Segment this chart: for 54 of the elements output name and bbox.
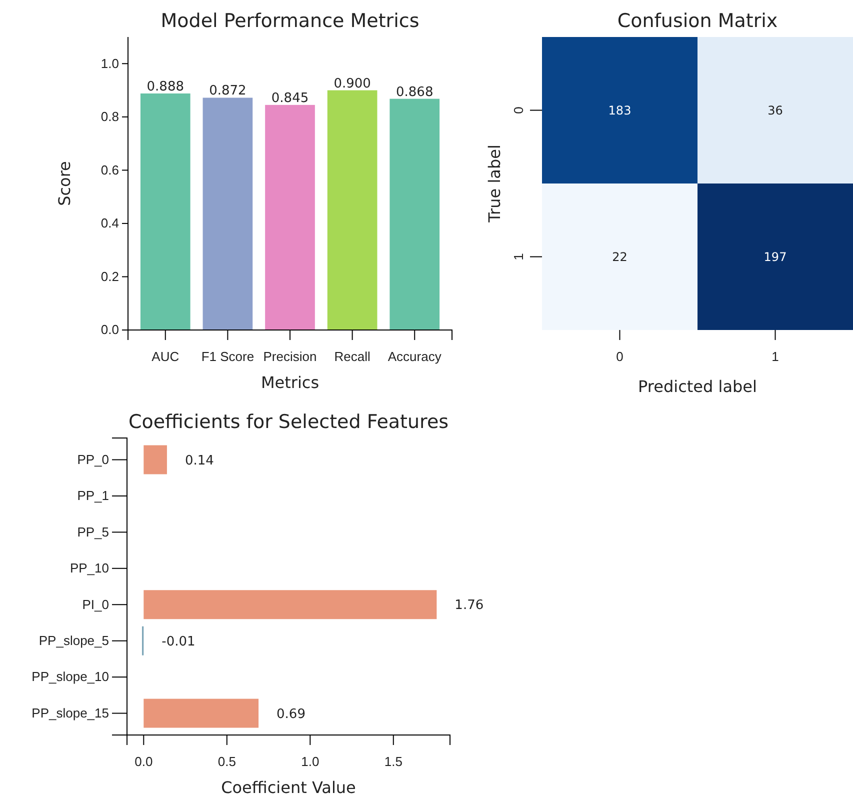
y-tick-label: 1.0 [100, 56, 119, 71]
bar [144, 445, 167, 474]
data-label: 0.888 [146, 79, 184, 94]
x-tick-label: F1 Score [201, 349, 254, 364]
y-tick-label: PI_0 [82, 596, 109, 612]
data-label: 0.69 [276, 706, 306, 722]
x-tick-label: Recall [334, 349, 370, 364]
y-tick-label: PP_0 [77, 452, 109, 467]
data-label: 0.868 [396, 84, 434, 100]
chart-title: Coefficients for Selected Features [128, 411, 449, 433]
data-label: 197 [764, 250, 787, 264]
bar [144, 698, 259, 728]
x-tick-label: Accuracy [388, 349, 442, 364]
x-tick-label: Precision [263, 349, 317, 364]
y-tick-label: PP_5 [77, 524, 109, 540]
data-label: 0.872 [209, 84, 246, 99]
x-tick-label: 1.5 [384, 754, 402, 770]
y-tick-label: PP_slope_15 [32, 705, 109, 720]
x-tick-label: 0.5 [218, 754, 236, 770]
y-tick-label: 0.4 [100, 216, 119, 231]
y-tick-label: PP_slope_5 [38, 632, 109, 648]
x-axis-title: Metrics [260, 373, 320, 392]
x-tick-label: 0.0 [134, 754, 153, 770]
x-tick-label: AUC [152, 349, 180, 364]
y-tick-label: 0.8 [100, 109, 119, 124]
data-label: 183 [608, 103, 632, 118]
y-axis-title: True label [485, 144, 504, 224]
x-axis-title: Coefficient Value [221, 778, 356, 797]
y-axis-title: Score [55, 161, 74, 206]
bar [265, 104, 315, 330]
chart-title: Confusion Matrix [617, 10, 778, 32]
bar [202, 98, 253, 330]
x-tick-label: 0 [616, 349, 624, 364]
bar [390, 98, 440, 330]
y-tick-label: PP_10 [70, 560, 109, 576]
chart-title: Model Performance Metrics [160, 10, 420, 32]
data-label: 1.76 [454, 598, 484, 614]
y-tick-label: 0.0 [100, 322, 119, 338]
x-tick-label: 1 [772, 349, 779, 364]
data-label: 0.900 [334, 76, 371, 92]
y-tick-label: 0.6 [100, 162, 119, 178]
bar [144, 590, 437, 620]
bar [140, 93, 190, 330]
bar [327, 90, 378, 330]
y-tick-label: PP_1 [77, 488, 109, 504]
x-tick-label: 1.0 [301, 754, 320, 770]
data-label: 0.845 [271, 90, 309, 106]
data-label: -0.01 [162, 634, 196, 650]
data-label: 36 [768, 103, 783, 118]
data-label: 22 [612, 250, 628, 264]
y-tick-label: PP_slope_10 [32, 669, 109, 684]
y-tick-label: 0.2 [100, 268, 119, 284]
x-axis-title: Predicted label [638, 377, 757, 396]
data-label: 0.14 [184, 453, 214, 468]
